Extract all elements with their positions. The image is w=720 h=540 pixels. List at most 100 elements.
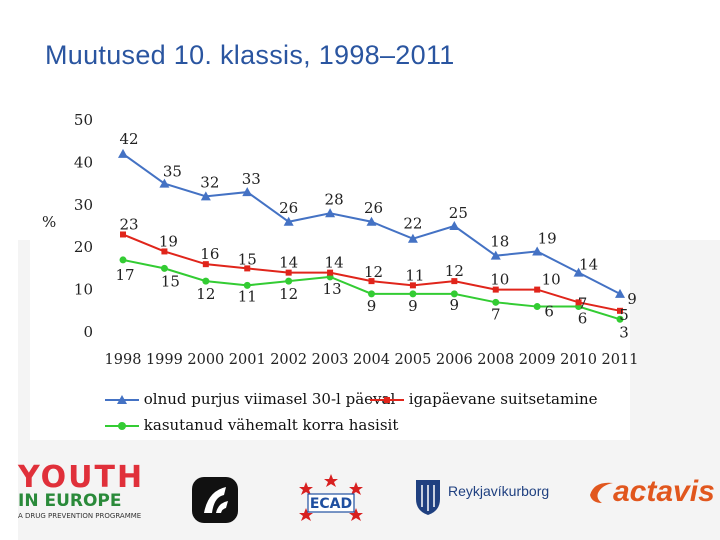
data-label: 13 bbox=[323, 280, 342, 298]
slide-title: Muutused 10. klassis, 1998–2011 bbox=[45, 40, 455, 70]
data-point bbox=[368, 278, 375, 285]
data-point bbox=[285, 277, 293, 285]
data-label: 26 bbox=[279, 199, 298, 217]
data-label: 15 bbox=[161, 272, 180, 290]
legend-label-drunk: olnud purjus viimasel 30-l päeval bbox=[143, 390, 396, 408]
data-label: 11 bbox=[405, 266, 424, 284]
data-label: 7 bbox=[578, 294, 588, 312]
data-label: 14 bbox=[579, 256, 598, 274]
actavis-logo-text: actavis bbox=[613, 475, 715, 508]
data-label: 15 bbox=[238, 250, 257, 268]
data-label: 14 bbox=[279, 254, 298, 272]
data-label: 6 bbox=[578, 310, 588, 328]
data-point bbox=[617, 307, 623, 314]
y-tick-label: 0 bbox=[83, 323, 93, 341]
data-label: 9 bbox=[627, 290, 637, 308]
sponsor-logos: YOUTH IN EUROPE A DRUG PREVENTION PROGRA… bbox=[18, 455, 720, 540]
data-label: 12 bbox=[279, 285, 298, 303]
data-label: 14 bbox=[325, 254, 344, 272]
data-point bbox=[285, 269, 292, 276]
data-point bbox=[120, 231, 126, 238]
data-point bbox=[490, 250, 501, 260]
data-point bbox=[492, 286, 499, 293]
y-tick-label: 10 bbox=[74, 281, 93, 299]
ecad-logo-text: ECAD bbox=[310, 496, 352, 512]
youth-in-europe-logo: YOUTH IN EUROPE A DRUG PREVENTION PROGRA… bbox=[18, 460, 153, 530]
x-tick-label: 2009 bbox=[519, 352, 556, 368]
actavis-swoosh-icon bbox=[590, 482, 613, 503]
data-point bbox=[573, 267, 584, 277]
x-tick-label: 2010 bbox=[560, 352, 597, 368]
data-label: 10 bbox=[542, 271, 561, 289]
legend-label-hashish: kasutanud vähemalt korra hasisit bbox=[143, 416, 399, 434]
x-tick-label: 2006 bbox=[436, 352, 473, 368]
data-point bbox=[407, 233, 418, 243]
data-point bbox=[616, 315, 624, 323]
data-label: 12 bbox=[364, 263, 383, 281]
y-axis-label: % bbox=[42, 213, 56, 231]
legend-label-smoking: igapäevane suitsetamine bbox=[408, 390, 598, 408]
data-point bbox=[366, 216, 377, 226]
data-label: 28 bbox=[325, 190, 344, 208]
data-label: 32 bbox=[200, 173, 219, 191]
ecad-logo: ECAD bbox=[299, 474, 363, 521]
youth-logo-tagline: A DRUG PREVENTION PROGRAMME bbox=[18, 512, 142, 520]
series-1: 23 19 16 15 14 14 12 11 12 10 10 7 5 bbox=[119, 215, 628, 323]
data-label: 17 bbox=[115, 266, 134, 284]
data-label: 25 bbox=[449, 204, 468, 222]
x-tick-label: 2008 bbox=[477, 352, 514, 368]
x-tick-label: 2011 bbox=[602, 352, 639, 368]
data-point bbox=[327, 269, 334, 276]
youth-logo-europe: IN EUROPE bbox=[18, 491, 122, 511]
data-point bbox=[492, 298, 500, 306]
data-label: 16 bbox=[200, 245, 219, 263]
data-point bbox=[450, 290, 458, 298]
x-tick-label: 2000 bbox=[187, 352, 224, 368]
data-label: 12 bbox=[445, 262, 464, 280]
data-point bbox=[242, 187, 253, 197]
data-point bbox=[409, 290, 417, 298]
y-axis: 0 10 20 30 40 50 bbox=[74, 111, 93, 341]
x-tick-label: 1999 bbox=[146, 352, 183, 368]
x-axis: 1998 1999 2000 2001 2002 2003 2004 2005 2006 2008… bbox=[105, 352, 639, 368]
legend-marker-circle bbox=[105, 422, 139, 430]
legend-marker-square bbox=[370, 397, 404, 403]
data-point bbox=[449, 221, 460, 230]
data-point bbox=[451, 278, 458, 285]
series-0: 42 35 32 33 26 28 26 22 25 18 19 14 9 bbox=[118, 130, 637, 308]
x-tick-label: 2004 bbox=[353, 352, 390, 368]
data-label: 42 bbox=[119, 130, 138, 148]
data-label: 26 bbox=[364, 199, 383, 217]
partner-emblem-icon bbox=[192, 477, 238, 523]
data-point bbox=[243, 281, 251, 289]
data-label: 3 bbox=[619, 323, 629, 341]
data-label: 9 bbox=[367, 297, 377, 315]
data-label: 22 bbox=[403, 215, 422, 233]
data-label: 12 bbox=[196, 285, 215, 303]
data-label: 19 bbox=[538, 229, 557, 247]
reykjavik-logo-text: Reykjavíkurborg bbox=[448, 483, 550, 499]
data-label: 19 bbox=[159, 232, 178, 250]
data-point bbox=[159, 178, 170, 188]
data-point bbox=[283, 216, 294, 226]
x-tick-label: 2002 bbox=[270, 352, 307, 368]
data-point bbox=[119, 256, 127, 264]
data-label: 6 bbox=[544, 303, 554, 321]
y-tick-label: 20 bbox=[74, 238, 93, 256]
data-label: 9 bbox=[408, 297, 418, 315]
data-label: 5 bbox=[619, 306, 629, 324]
legend-marker-triangle bbox=[105, 395, 139, 404]
data-point bbox=[575, 299, 582, 306]
data-point bbox=[615, 288, 625, 298]
x-tick-label: 2001 bbox=[229, 352, 266, 368]
data-label: 23 bbox=[119, 215, 138, 233]
y-tick-label: 40 bbox=[74, 153, 93, 171]
data-label: 11 bbox=[238, 287, 257, 305]
legend-item-smoking: igapäevane suitsetamine bbox=[370, 390, 598, 408]
data-point bbox=[325, 208, 336, 218]
data-label: 18 bbox=[490, 233, 509, 251]
legend-item-hashish: kasutanud vähemalt korra hasisit bbox=[105, 416, 398, 434]
x-tick-label: 2005 bbox=[394, 352, 431, 368]
data-point bbox=[160, 264, 168, 272]
